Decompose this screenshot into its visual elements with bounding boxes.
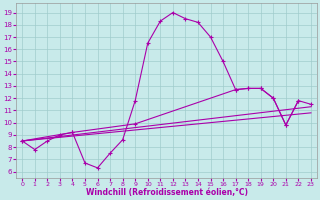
X-axis label: Windchill (Refroidissement éolien,°C): Windchill (Refroidissement éolien,°C) xyxy=(85,188,248,197)
